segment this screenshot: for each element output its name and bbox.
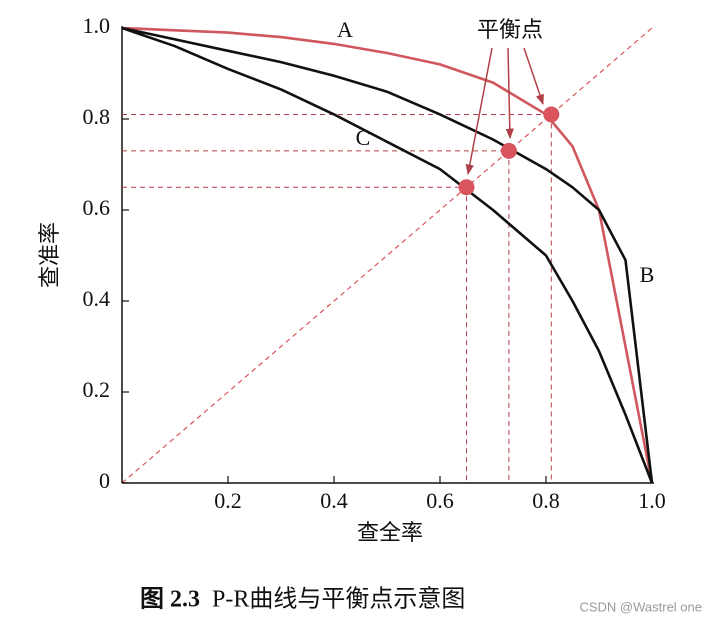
x-tick-label: 0.8 <box>532 488 560 513</box>
reference-diagonal <box>121 27 653 484</box>
watermark: CSDN @Wastrel one <box>579 599 702 614</box>
y-tick-label: 0.4 <box>83 286 111 311</box>
series-line <box>121 26 654 484</box>
y-tick-label: 0.6 <box>83 195 111 220</box>
caption-number: 图 2.3 <box>140 586 200 613</box>
caption-text: P-R曲线与平衡点示意图 <box>212 586 465 613</box>
series-label: C <box>356 125 371 150</box>
series-label: B <box>640 262 655 287</box>
x-axis-label: 查全率 <box>357 520 423 545</box>
break-even-point <box>543 106 560 123</box>
annotation: 平衡点 <box>477 17 543 42</box>
plot: 0.2 0.4 0.6 0.8 1.0 0 0.2 0.4 0.6 0.8 1.0 A B C <box>83 13 666 513</box>
y-axis-label: 查准率 <box>37 222 62 288</box>
series-line <box>121 26 654 484</box>
arrow <box>465 47 493 176</box>
arrow <box>505 47 514 140</box>
break-even-point <box>458 179 475 196</box>
x-tick-label: 0.6 <box>426 488 454 513</box>
x-tick-label: 0.2 <box>214 488 242 513</box>
series-line <box>121 26 654 484</box>
y-tick-label: 0.2 <box>83 377 111 402</box>
arrow <box>523 47 544 105</box>
break-even-point <box>500 142 517 159</box>
y-tick-label: 0 <box>99 468 110 493</box>
y-tick-label: 1.0 <box>83 13 111 38</box>
series-label: A <box>337 17 353 42</box>
y-tick-label: 0.8 <box>83 104 111 129</box>
x-tick-label: 0.4 <box>320 488 348 513</box>
x-tick-label: 1.0 <box>638 488 666 513</box>
